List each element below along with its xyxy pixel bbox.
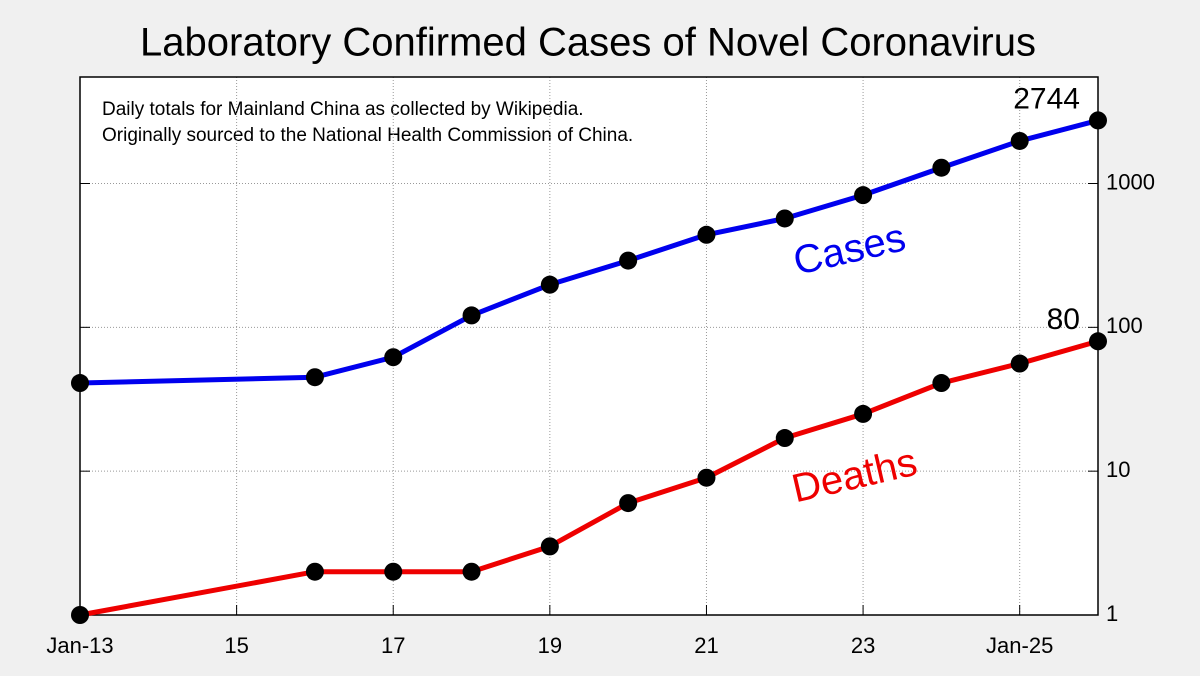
x-tick-label: Jan-25 [986, 633, 1053, 658]
chart-title: Laboratory Confirmed Cases of Novel Coro… [140, 21, 1036, 65]
data-point [305, 562, 324, 581]
data-point [540, 537, 559, 556]
data-point [1089, 332, 1107, 351]
data-point [932, 374, 951, 393]
plot-area [80, 77, 1098, 615]
data-point [384, 348, 403, 367]
data-point [462, 562, 481, 581]
data-point [775, 429, 794, 448]
data-point [71, 374, 89, 393]
x-tick-label: 15 [224, 633, 248, 658]
data-point [305, 368, 324, 387]
data-point [697, 225, 716, 244]
data-point [1089, 111, 1107, 130]
x-tick-label: 23 [851, 633, 875, 658]
data-point [697, 468, 716, 487]
data-point [462, 306, 481, 325]
data-label: 2744 [1013, 82, 1080, 115]
x-tick-label: 19 [538, 633, 562, 658]
y-tick-label: 1 [1106, 601, 1118, 626]
y-tick-label: 1000 [1106, 169, 1155, 194]
data-point [775, 209, 794, 228]
x-tick-label: 17 [381, 633, 405, 658]
data-point [619, 494, 638, 513]
y-tick-label: 100 [1106, 313, 1143, 338]
series-line [79, 338, 1099, 618]
data-point [854, 186, 873, 205]
data-point [619, 251, 638, 270]
data-point [71, 606, 89, 624]
data-point [854, 404, 873, 423]
y-tick-label: 10 [1106, 457, 1130, 482]
data-point [384, 562, 403, 581]
data-label: 80 [1047, 303, 1080, 336]
data-point [1010, 354, 1029, 373]
annotation: Originally sourced to the National Healt… [102, 125, 633, 146]
x-tick-label: Jan-13 [46, 633, 113, 658]
annotation: Daily totals for Mainland China as colle… [102, 99, 584, 120]
data-point [540, 275, 559, 294]
series-line [79, 118, 1099, 386]
data-point [1010, 131, 1029, 150]
x-tick-label: 21 [694, 633, 718, 658]
data-point [932, 158, 951, 177]
